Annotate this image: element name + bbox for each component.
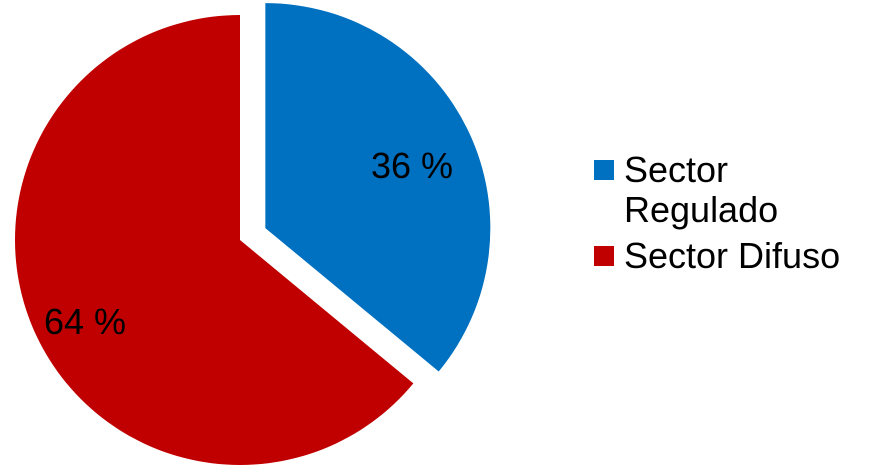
legend: Sector Regulado Sector Difuso: [594, 150, 874, 282]
legend-label-sector-regulado: Sector Regulado: [624, 149, 779, 230]
legend-label-sector-difuso: Sector Difuso: [624, 235, 841, 276]
data-label-sector-difuso: 64 %: [44, 301, 126, 342]
legend-item-sector-difuso: Sector Difuso: [594, 236, 874, 276]
pie-slice-sector-difuso: [14, 15, 414, 466]
legend-swatch-sector-regulado: [594, 160, 614, 180]
data-label-sector-regulado: 36 %: [371, 145, 453, 186]
legend-item-sector-regulado: Sector Regulado: [594, 150, 874, 230]
pie-slice-sector-regulado: [265, 3, 491, 372]
legend-swatch-sector-difuso: [594, 246, 614, 266]
